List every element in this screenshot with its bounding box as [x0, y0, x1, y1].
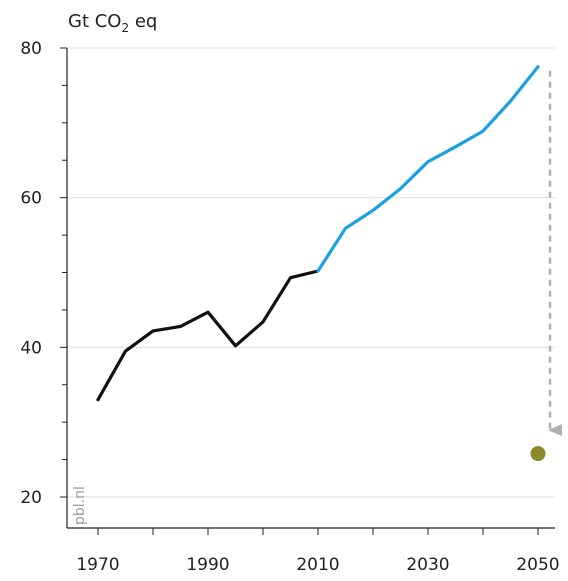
x-ticks: 1970 1990 2010 2030 2050 — [76, 528, 560, 575]
y-tick-label: 80 — [20, 39, 42, 59]
x-tick-label: 1990 — [186, 555, 229, 575]
y-ticks: 20 40 60 80 — [20, 39, 67, 508]
historical-line — [96, 269, 320, 402]
axes — [66, 48, 555, 529]
y-tick-label: 40 — [20, 338, 42, 358]
target-point — [530, 446, 546, 462]
y-tick-label: 20 — [20, 488, 42, 508]
baseline-projection-line — [316, 65, 540, 273]
y-tick-label: 60 — [20, 189, 42, 209]
annotations — [530, 70, 562, 462]
watermark-text: pbl.nl — [72, 486, 88, 525]
x-tick-label: 2030 — [406, 555, 449, 575]
gridlines — [67, 47, 555, 498]
series-lines — [96, 65, 540, 402]
x-tick-label: 2010 — [296, 555, 339, 575]
x-tick-label: 2050 — [516, 555, 559, 575]
x-tick-label: 1970 — [76, 555, 119, 575]
y-unit-label: Gt CO2 eq — [68, 11, 157, 35]
